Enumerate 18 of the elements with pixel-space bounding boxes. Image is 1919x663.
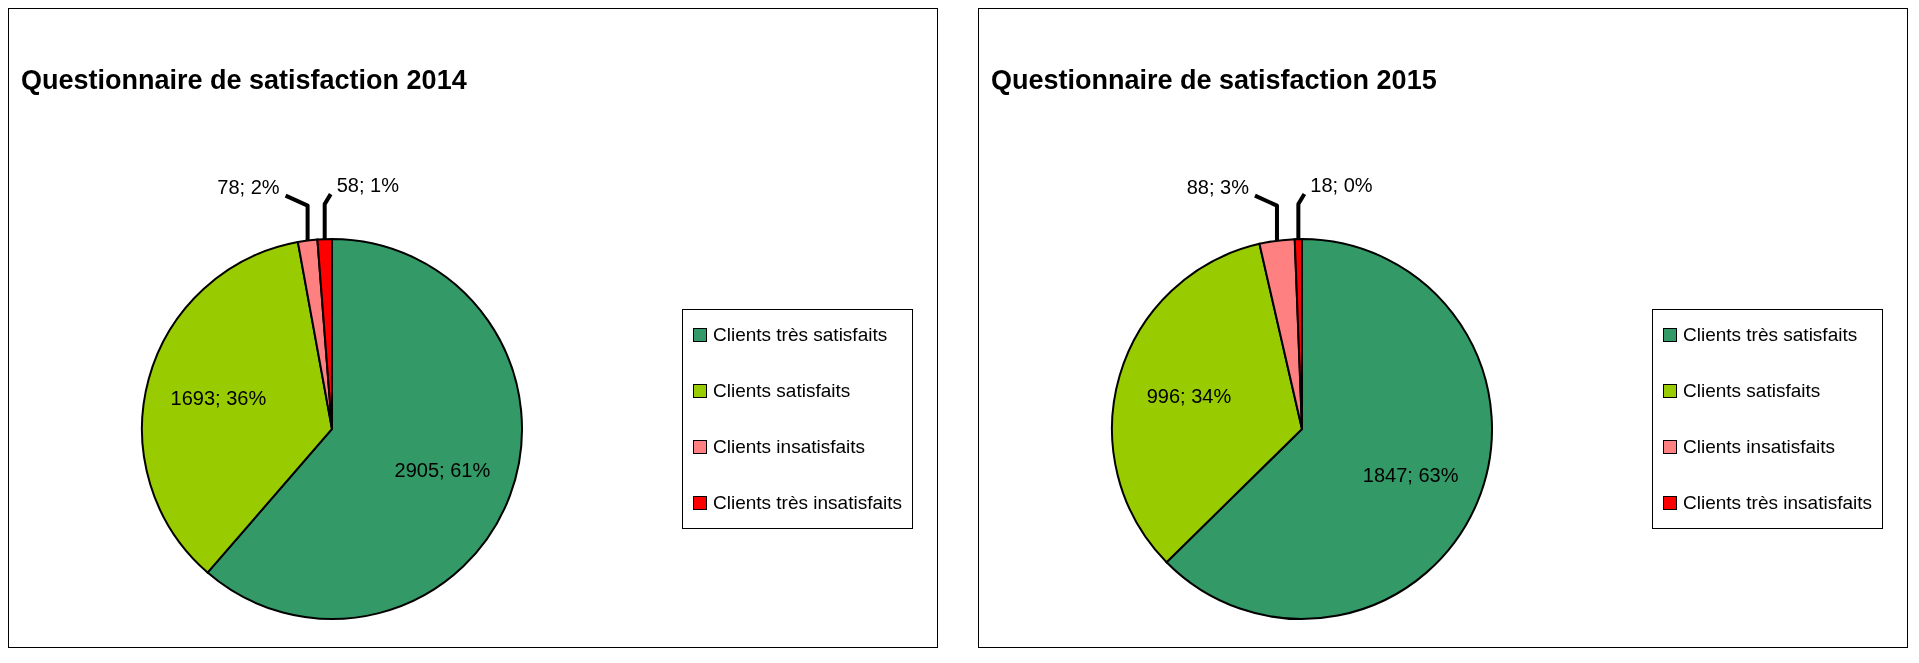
data-label: 18; 0% bbox=[1310, 174, 1373, 197]
chart-title: Questionnaire de satisfaction 2015 bbox=[991, 65, 1437, 96]
legend-label: Clients satisfaits bbox=[712, 380, 851, 402]
data-label: 78; 2% bbox=[217, 175, 280, 198]
legend-label: Clients insatisfaits bbox=[712, 436, 866, 458]
legend-label: Clients très insatisfaits bbox=[1682, 492, 1872, 514]
data-label: 88; 3% bbox=[1186, 175, 1250, 198]
data-label: 996; 34% bbox=[1146, 385, 1232, 407]
legend-label: Clients insatisfaits bbox=[1682, 436, 1836, 458]
legend-label: Clients très satisfaits bbox=[712, 324, 888, 346]
data-label: 2905; 61% bbox=[394, 459, 491, 482]
data-label: 1847; 63% bbox=[1362, 463, 1459, 486]
chart-title: Questionnaire de satisfaction 2014 bbox=[21, 65, 467, 96]
legend-label: Clients très satisfaits bbox=[1682, 324, 1858, 346]
legend-label: Clients satisfaits bbox=[1682, 380, 1821, 402]
data-label: 1693; 36% bbox=[170, 386, 267, 409]
legend-label: Clients très insatisfaits bbox=[712, 492, 902, 514]
data-label: 58; 1% bbox=[336, 174, 400, 197]
